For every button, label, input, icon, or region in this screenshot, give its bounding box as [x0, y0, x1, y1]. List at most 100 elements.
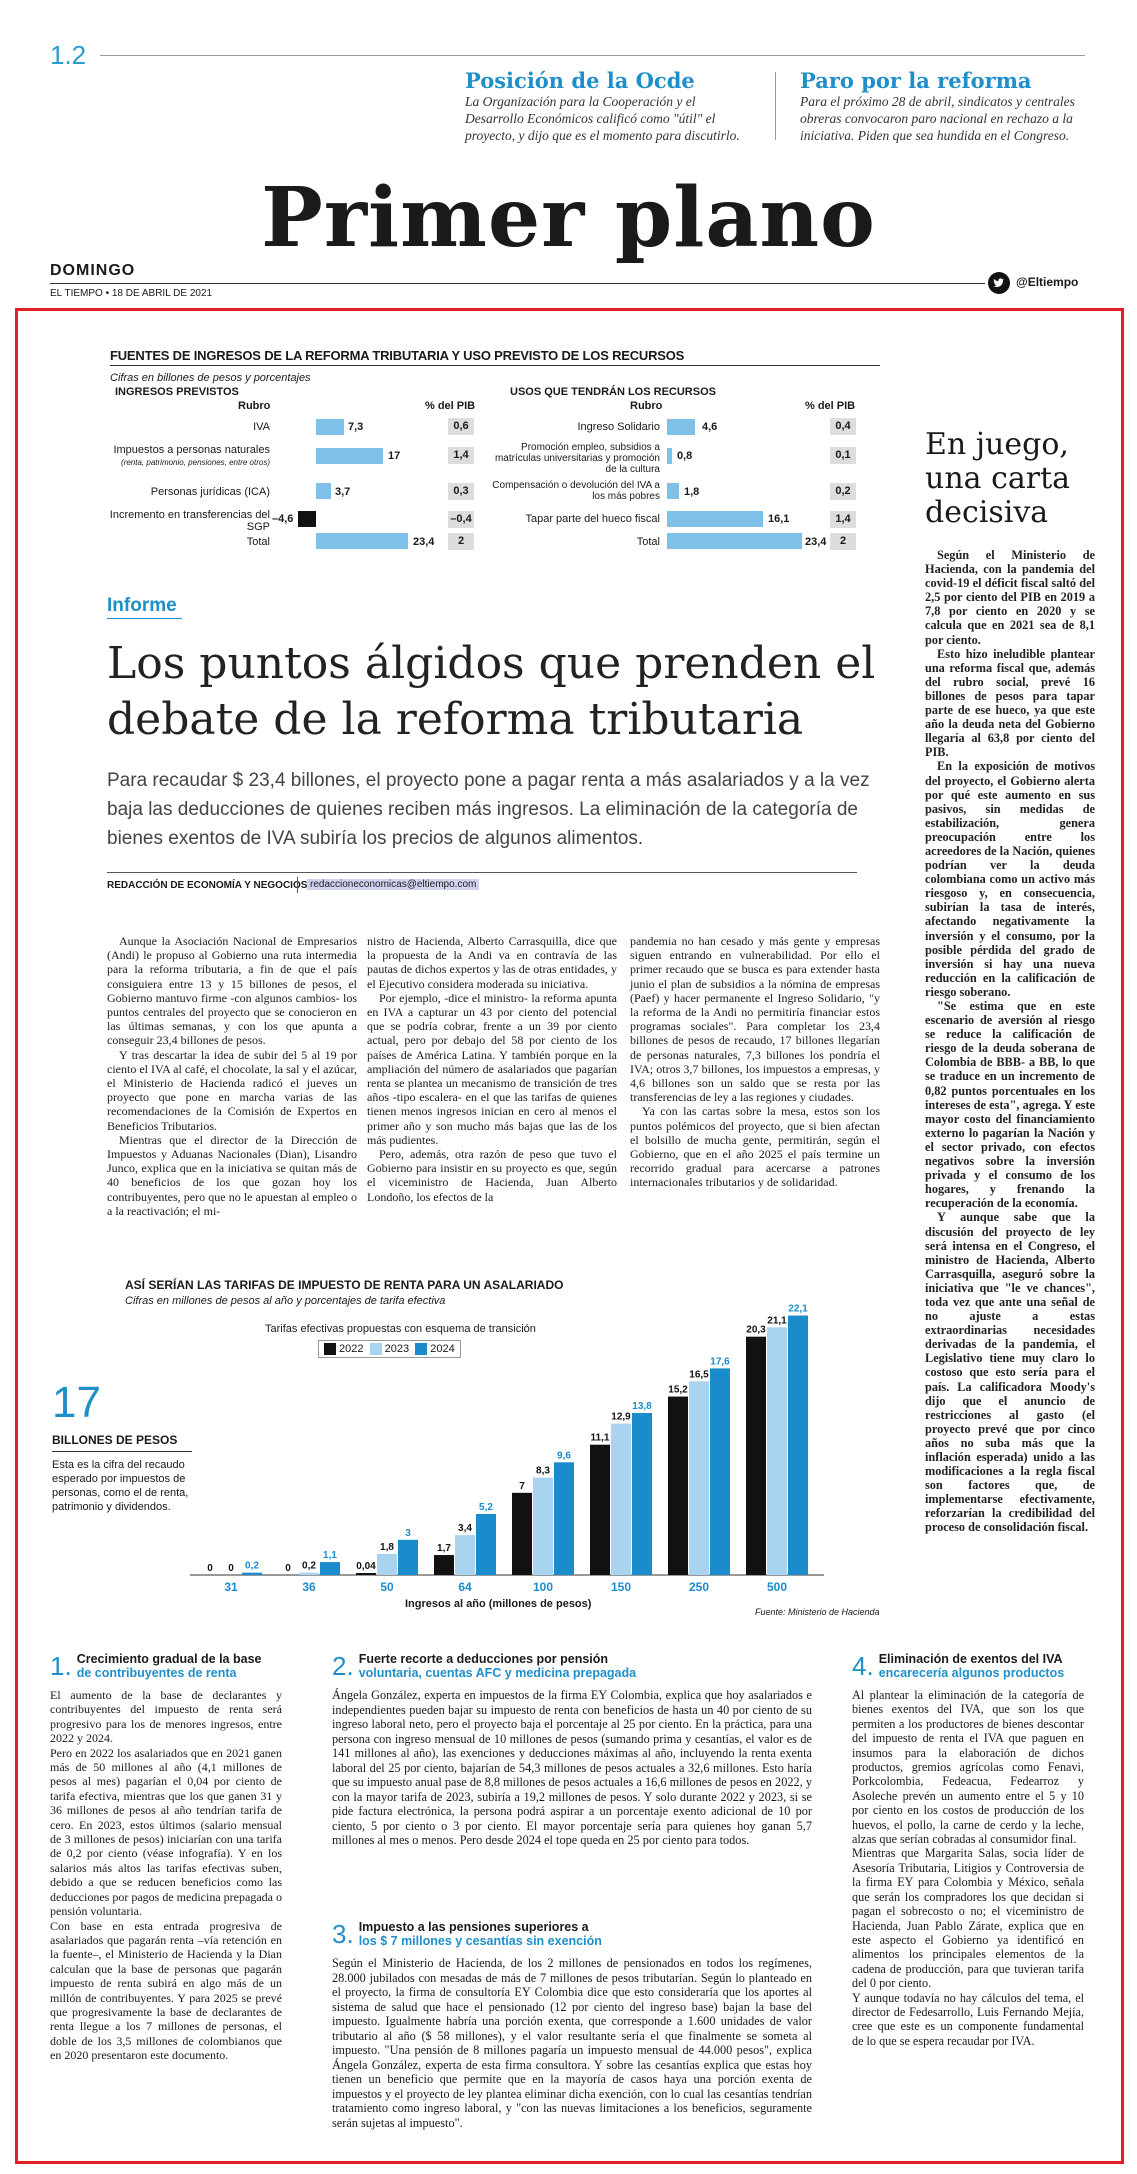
section-title: Primer plano — [261, 170, 876, 266]
right-row-label: Ingreso Solidario — [577, 421, 660, 433]
box-title: Eliminación de exentos del IVA — [878, 1652, 1063, 1666]
right-row-value: 16,1 — [768, 513, 790, 525]
right-row-bar — [667, 419, 695, 435]
chart-bar — [632, 1413, 652, 1575]
chart-bar — [242, 1572, 262, 1575]
box-number: 4. — [852, 1651, 874, 1681]
chart-bar — [590, 1444, 610, 1575]
legend-swatch-2024 — [415, 1343, 428, 1356]
left-row-value: 17 — [388, 450, 401, 462]
left-row-bar — [316, 533, 408, 549]
page-number: 1.2 — [50, 40, 87, 70]
legend-label: 2024 — [430, 1343, 455, 1355]
chart-data-label: 8,3 — [536, 1466, 550, 1477]
body-column-2: nistro de Hacienda, Alberto Carrasquilla… — [367, 934, 617, 1204]
box-subtitle: de contribuyentes de renta — [76, 1666, 237, 1680]
left-row-bar — [316, 483, 331, 499]
box-1-title: 1. Crecimiento gradual de la base de con… — [50, 1652, 300, 1680]
left-row-value: –4,6 — [272, 513, 294, 525]
chart-source: Fuente: Ministerio de Hacienda — [755, 1607, 880, 1617]
chart-data-label: 16,5 — [689, 1369, 709, 1380]
chart-data-label: 0 — [285, 1563, 291, 1574]
day-label: DOMINGO — [50, 262, 136, 279]
teaser-text: Para el próximo 28 de abril, sindicatos … — [800, 94, 1075, 143]
right-row-pib: 2 — [830, 533, 856, 550]
chart-data-label: 0,2 — [302, 1561, 316, 1572]
teaser-paro[interactable]: Paro por la reforma Para el próximo 28 d… — [800, 68, 1090, 144]
chart-bar — [746, 1336, 766, 1575]
box-paragraph: Pero en 2022 los asalariados que en 2021… — [50, 1745, 282, 1919]
twitter-icon[interactable] — [988, 272, 1010, 294]
body-column-3: pandemia no han cesado y más gente y emp… — [630, 934, 880, 1190]
big-number: 17 — [52, 1378, 101, 1427]
chart-bar — [512, 1492, 532, 1575]
byline-divider — [297, 877, 298, 893]
chart-bar — [377, 1553, 397, 1575]
left-row-label: Total — [246, 536, 270, 548]
body-paragraph: Mientras que el director de la Dirección… — [107, 1132, 357, 1218]
deck-rule — [107, 872, 857, 873]
sidebar-title: En juego, una carta decisiva — [925, 427, 1071, 530]
box-paragraph: El aumento de la base de declarantes y c… — [50, 1688, 282, 1746]
email-link[interactable]: redaccioneconomicas@eltiempo.com — [307, 879, 480, 890]
chart-data-label: 13,8 — [632, 1401, 652, 1412]
box-paragraph: Con base en esta entrada progresiva de a… — [50, 1918, 282, 2063]
left-heading: INGRESOS PREVISTOS — [115, 386, 239, 398]
chart-data-label: 1,7 — [437, 1543, 451, 1554]
top-rule — [100, 55, 1085, 56]
chart-tick-label: 250 — [689, 1580, 709, 1594]
box-4-title: 4. Eliminación de exentos del IVA encare… — [852, 1652, 1092, 1680]
box-subtitle: los $ 7 millones y cesantías sin exenció… — [358, 1934, 602, 1948]
left-row-label: IVA — [253, 421, 270, 433]
chart-tick-label: 64 — [458, 1580, 472, 1594]
kicker: Informe — [107, 595, 177, 616]
body-paragraph: nistro de Hacienda, Alberto Carrasquilla… — [367, 934, 617, 991]
left-row-pib: 1,4 — [448, 447, 474, 464]
right-row-value: 0,8 — [677, 450, 693, 462]
right-heading: USOS QUE TENDRÁN LOS RECURSOS — [510, 386, 716, 398]
box-paragraph: Y aunque todavía no hay cálculos del tem… — [852, 1990, 1084, 2048]
teaser-ocde[interactable]: Posición de la Ocde La Organización para… — [465, 68, 750, 144]
box-number: 2. — [332, 1651, 354, 1681]
table-subtitle: Cifras en billones de pesos y porcentaje… — [110, 372, 311, 384]
big-number-label: BILLONES DE PESOS — [52, 1433, 178, 1447]
body-paragraph: Por ejemplo, -dice el ministro- la refor… — [367, 990, 617, 1147]
body-paragraph: Pero, además, otra razón de peso que tuv… — [367, 1147, 617, 1204]
chart-bar — [299, 1572, 319, 1575]
twitter-handle[interactable]: @Eltiempo — [1016, 275, 1079, 289]
chart-bar — [767, 1327, 787, 1575]
box-3-body: Según el Ministerio de Hacienda, de los … — [332, 1956, 812, 2130]
chart-tick-label: 36 — [302, 1580, 316, 1594]
table-rule — [110, 365, 880, 366]
chart-tick-label: 150 — [611, 1580, 631, 1594]
legend-label: 2023 — [384, 1343, 410, 1355]
table-title: FUENTES DE INGRESOS DE LA REFORMA TRIBUT… — [110, 348, 685, 363]
left-col-rubro: Rubro — [238, 400, 271, 412]
dateline: EL TIEMPO • 18 DE ABRIL DE 2021 — [50, 288, 213, 299]
left-row-value: 3,7 — [335, 486, 351, 498]
sidebar-paragraph: Y aunque sabe que la discusión del proye… — [925, 1210, 1095, 1535]
right-row-label: Compensación o devolución del IVA a los … — [492, 480, 660, 502]
box-subtitle: encarecería algunos productos — [878, 1666, 1065, 1680]
big-number-desc: Esta es la cifra del recaudo esperado po… — [52, 1459, 189, 1513]
right-row-bar — [667, 511, 763, 527]
chart-bar — [455, 1535, 475, 1575]
headline: Los puntos álgidos que prenden el debate… — [107, 638, 876, 745]
sidebar-paragraph: "Se estima que en este escenario de aver… — [925, 999, 1095, 1211]
box-1-body: El aumento de la base de declarantes y c… — [50, 1688, 282, 2063]
chart-data-label: 17,6 — [710, 1356, 730, 1367]
right-col-pib: % del PIB — [805, 400, 856, 412]
chart-data-label: 3,4 — [458, 1523, 472, 1534]
article-frame — [15, 308, 1124, 2164]
right-row-pib: 0,1 — [830, 447, 856, 464]
chart-data-label: 5,2 — [479, 1502, 493, 1513]
box-4-body: Al plantear la eliminación de la categor… — [852, 1688, 1084, 2048]
chart-data-label: 0 — [207, 1563, 213, 1574]
chart-bar — [476, 1513, 496, 1575]
left-row-value: 7,3 — [348, 421, 364, 433]
chart-data-label: 12,9 — [611, 1412, 631, 1423]
box-2-title: 2. Fuerte recorte a deducciones por pens… — [332, 1652, 752, 1680]
right-row-bar — [667, 533, 802, 549]
left-row-value: 23,4 — [413, 536, 435, 548]
sidebar-paragraph: En la exposición de motivos del proyecto… — [925, 759, 1095, 999]
